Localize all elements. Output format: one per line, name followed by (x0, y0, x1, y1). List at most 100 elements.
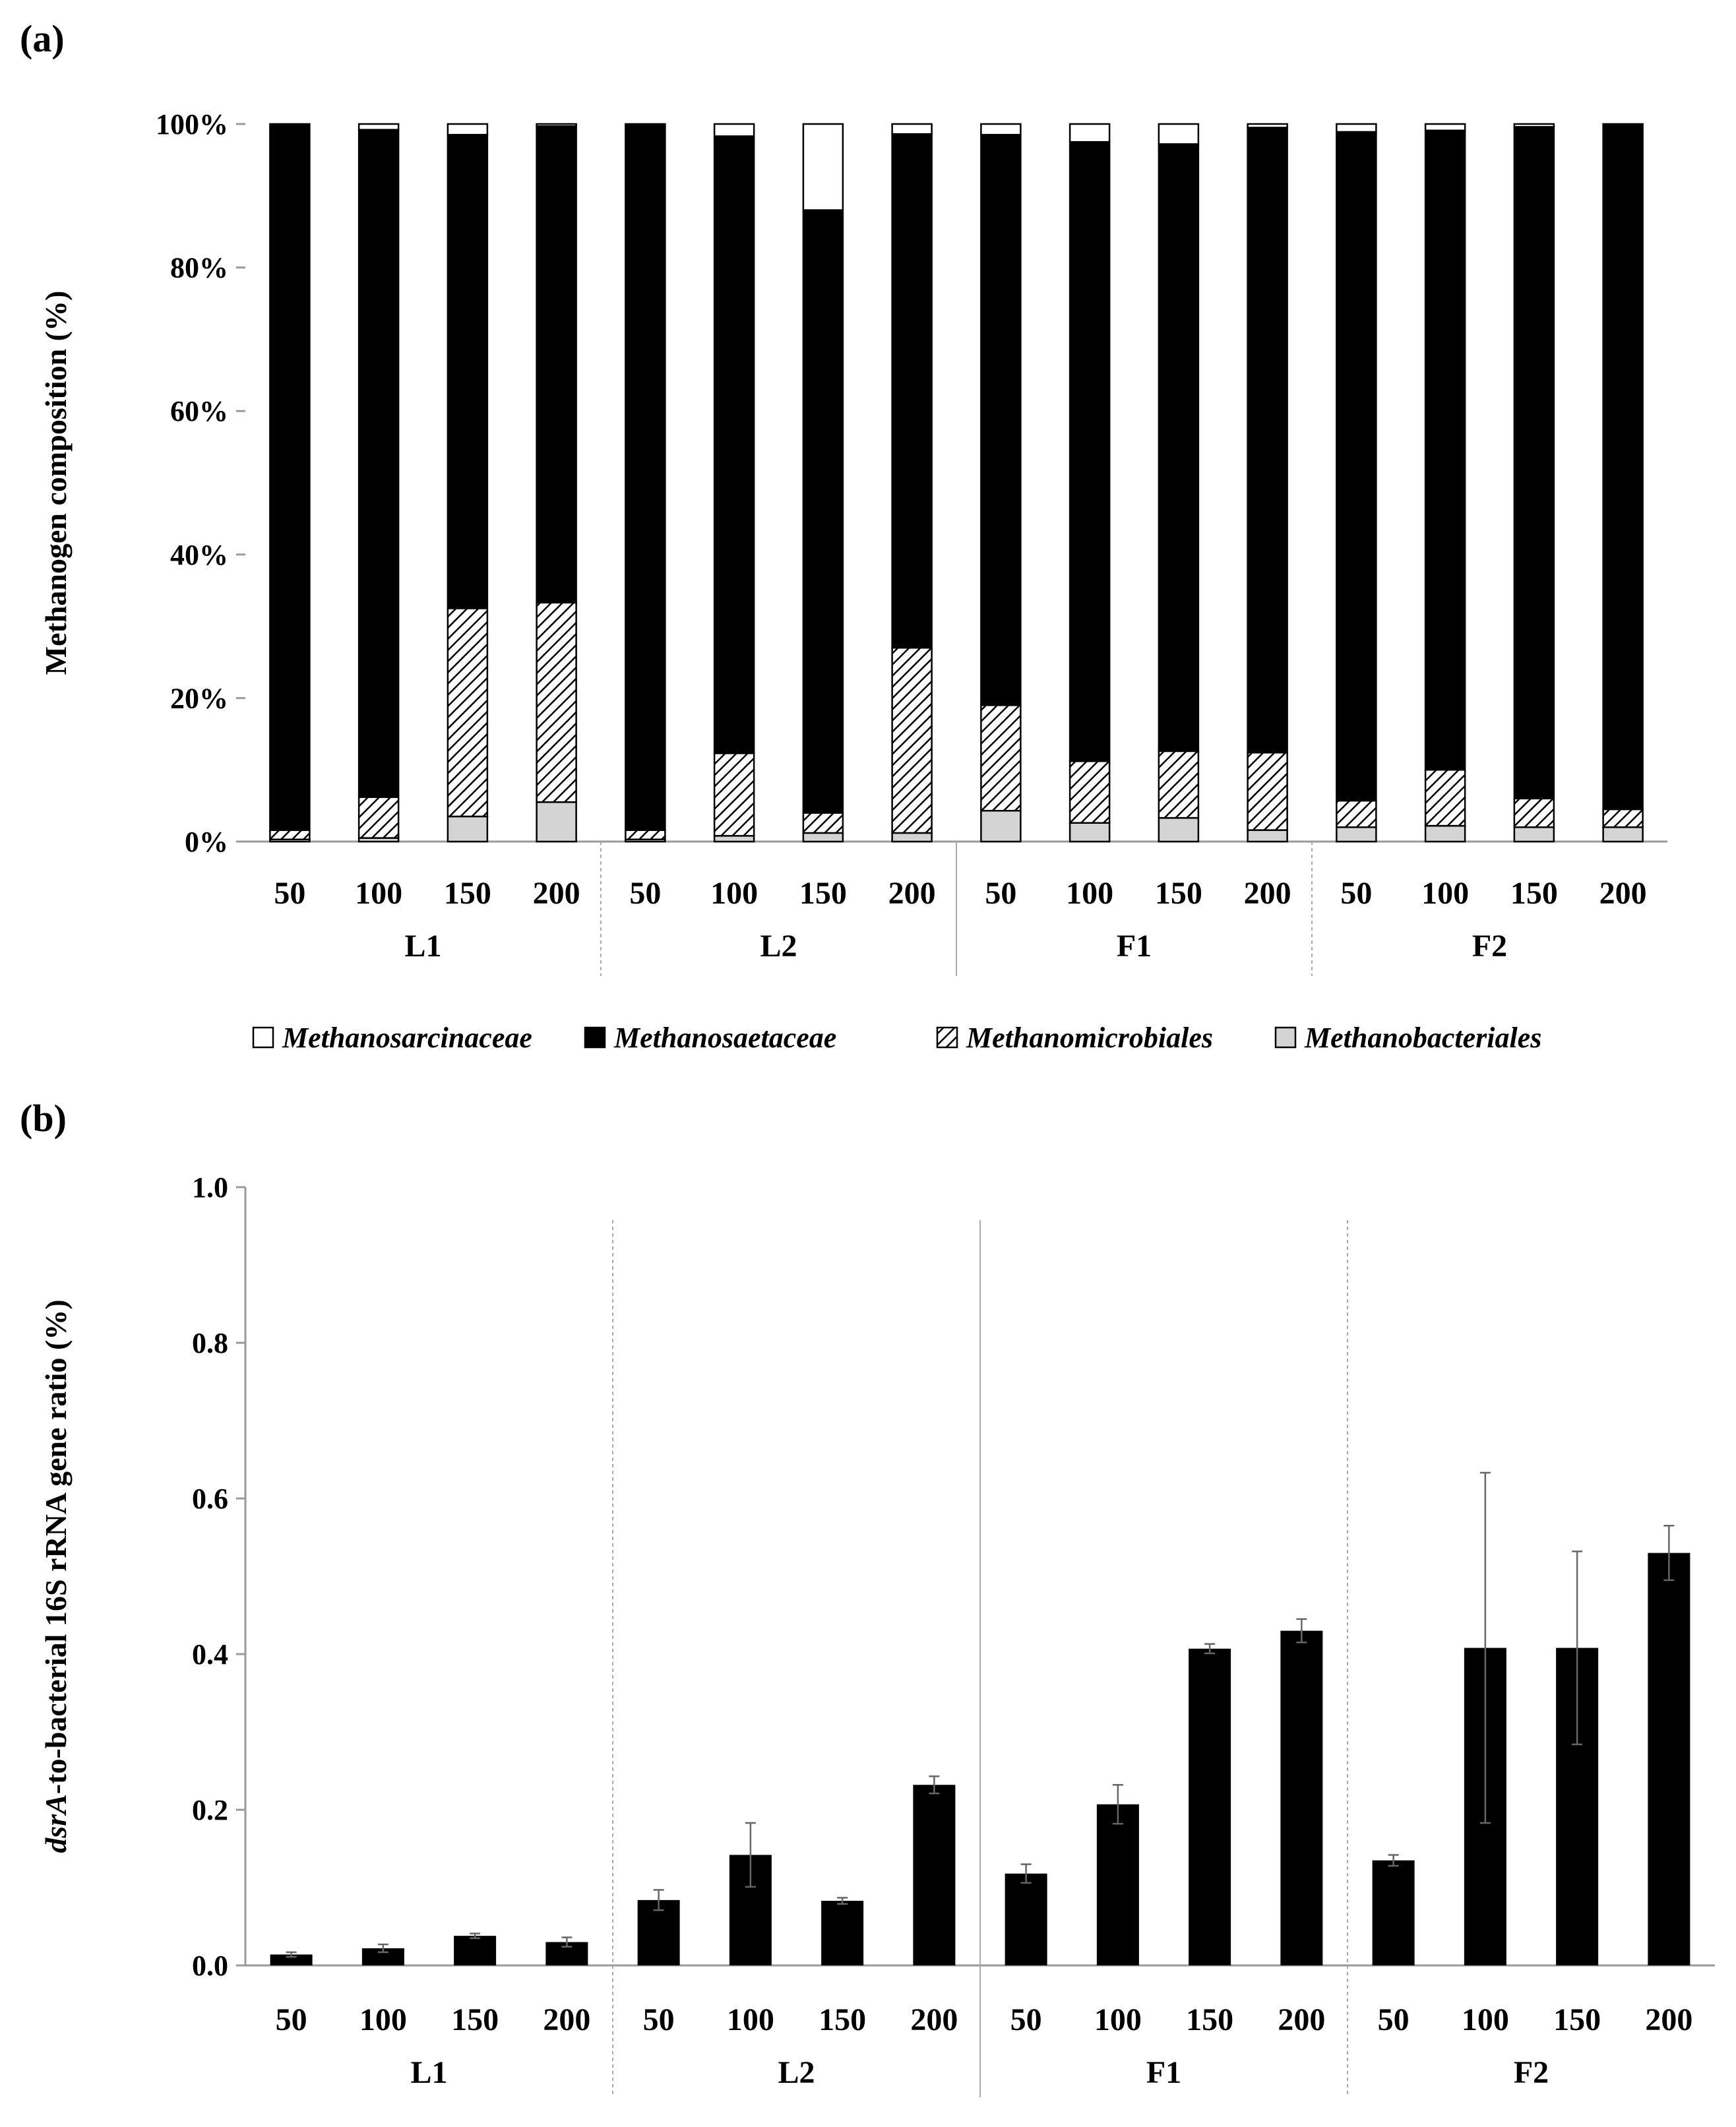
bar-segment (1513, 826, 1555, 843)
bar-segment (536, 801, 577, 843)
bar-segment (713, 123, 755, 137)
x-tick-label-a: 50 (274, 876, 305, 911)
bar-segment (980, 123, 1022, 136)
x-tick-label-b: 150 (1553, 2002, 1601, 2037)
x-tick-label-a: 50 (985, 876, 1016, 911)
group-label-b: L1 (410, 2055, 447, 2090)
y-tick-label-a: 20% (170, 682, 228, 714)
bar-segment (713, 752, 755, 837)
group-label-a: F2 (1472, 929, 1507, 964)
y-tick-label-b: 0.0 (192, 1950, 228, 1982)
x-tick-label-a: 200 (1599, 876, 1647, 911)
bar-segment (269, 829, 311, 840)
legend-swatch (584, 1026, 606, 1049)
bar-segment (1336, 799, 1377, 828)
x-tick-label-b: 100 (359, 2002, 407, 2037)
bar-segment (1424, 123, 1466, 132)
bar-segment (1336, 826, 1377, 843)
bar-segment (980, 809, 1022, 843)
bar-segment (1424, 129, 1466, 771)
x-tick-label-a: 150 (1510, 876, 1558, 911)
x-tick-label-b: 150 (451, 2002, 499, 2037)
bar (1005, 1873, 1047, 1965)
bar-segment (625, 123, 666, 831)
x-tick-label-b: 150 (1186, 2002, 1233, 2037)
bar (821, 1901, 864, 1965)
bar-segment (1069, 822, 1111, 843)
y-tick-label-b: 0.4 (192, 1638, 228, 1671)
bar-segment (1424, 824, 1466, 843)
y-tick-label-b: 0.2 (192, 1794, 228, 1826)
bar-segment (891, 646, 933, 834)
group-label-b: F1 (1146, 2055, 1181, 2090)
x-tick-label-a: 50 (629, 876, 661, 911)
bar-segment (1158, 750, 1200, 819)
bar-segment (357, 129, 400, 798)
legend-label: Methanomicrobiales (966, 1022, 1213, 1054)
bar-segment (1069, 123, 1111, 143)
panel-b-label: (b) (20, 1097, 67, 1140)
panel-a-label: (a) (20, 17, 65, 60)
x-tick-label-b: 100 (727, 2002, 774, 2037)
y-tick-label-a: 80% (170, 252, 228, 284)
bar-segment (357, 796, 400, 839)
bar-segment (447, 815, 489, 843)
chart-a: 0% 20% 40% 60% 80% 100% Methanogen composition… (39, 108, 1667, 976)
x-tick-label-b: 50 (1010, 2002, 1042, 2037)
bar (1280, 1630, 1323, 1965)
bar-segment (1336, 131, 1377, 802)
x-tick-label-a: 150 (444, 876, 491, 911)
bar (454, 1936, 497, 1965)
bar-segment (1602, 808, 1644, 828)
bar-segment (357, 123, 400, 131)
bar-segment (891, 133, 933, 649)
y-tick-label-b: 1.0 (192, 1171, 228, 1204)
bar-segment (447, 123, 489, 136)
bar-segment (1424, 768, 1466, 827)
x-tick-label-a: 200 (888, 876, 936, 911)
group-label-a: F1 (1117, 929, 1152, 964)
x-tick-label-b: 50 (1378, 2002, 1410, 2037)
x-tick-label-b: 200 (1278, 2002, 1325, 2037)
bar-segment (980, 704, 1022, 812)
group-label-b: L2 (778, 2055, 815, 2090)
y-axis-title-a: Methanogen composition (%) (39, 291, 73, 675)
bar-segment (447, 607, 489, 818)
bar-segment (1513, 797, 1555, 828)
x-tick-label-a: 100 (1066, 876, 1113, 911)
bar-segment (980, 134, 1022, 706)
bar-segment (1513, 123, 1555, 128)
bar-segment (1247, 829, 1288, 843)
bar-segment (1247, 123, 1288, 129)
bar-segment (1158, 143, 1200, 753)
legend-label: Methanosaetaceae (613, 1022, 836, 1054)
bar-segment (1336, 123, 1377, 133)
y-tick-label-b: 0.8 (192, 1327, 228, 1359)
y-tick-label-a: 60% (170, 395, 228, 427)
bar-segment (802, 209, 844, 814)
bar-segment (1513, 126, 1555, 799)
y-tick-label-a: 100% (156, 108, 228, 140)
bar-segment (536, 125, 577, 603)
x-tick-label-a: 150 (799, 876, 847, 911)
bar-segment (269, 123, 311, 831)
x-tick-label-a: 150 (1155, 876, 1202, 911)
bar-segment (802, 123, 844, 211)
legend-swatch (936, 1026, 958, 1049)
bar (1372, 1860, 1415, 1965)
bar (270, 1954, 313, 1965)
bar-segment (1158, 817, 1200, 843)
y-tick-label-a: 0% (185, 826, 228, 858)
x-tick-label-b: 200 (543, 2002, 590, 2037)
bar (1096, 1804, 1139, 1965)
bar-segment (1069, 140, 1111, 762)
bar-segment (713, 835, 755, 843)
x-tick-label-b: 100 (1094, 2002, 1142, 2037)
group-label-b: F2 (1514, 2055, 1549, 2090)
x-tick-label-b: 200 (1645, 2002, 1692, 2037)
x-tick-label-b: 100 (1462, 2002, 1509, 2037)
x-tick-label-a: 50 (1340, 876, 1372, 911)
bar-segment (1069, 760, 1111, 824)
x-tick-label-b: 200 (910, 2002, 958, 2037)
